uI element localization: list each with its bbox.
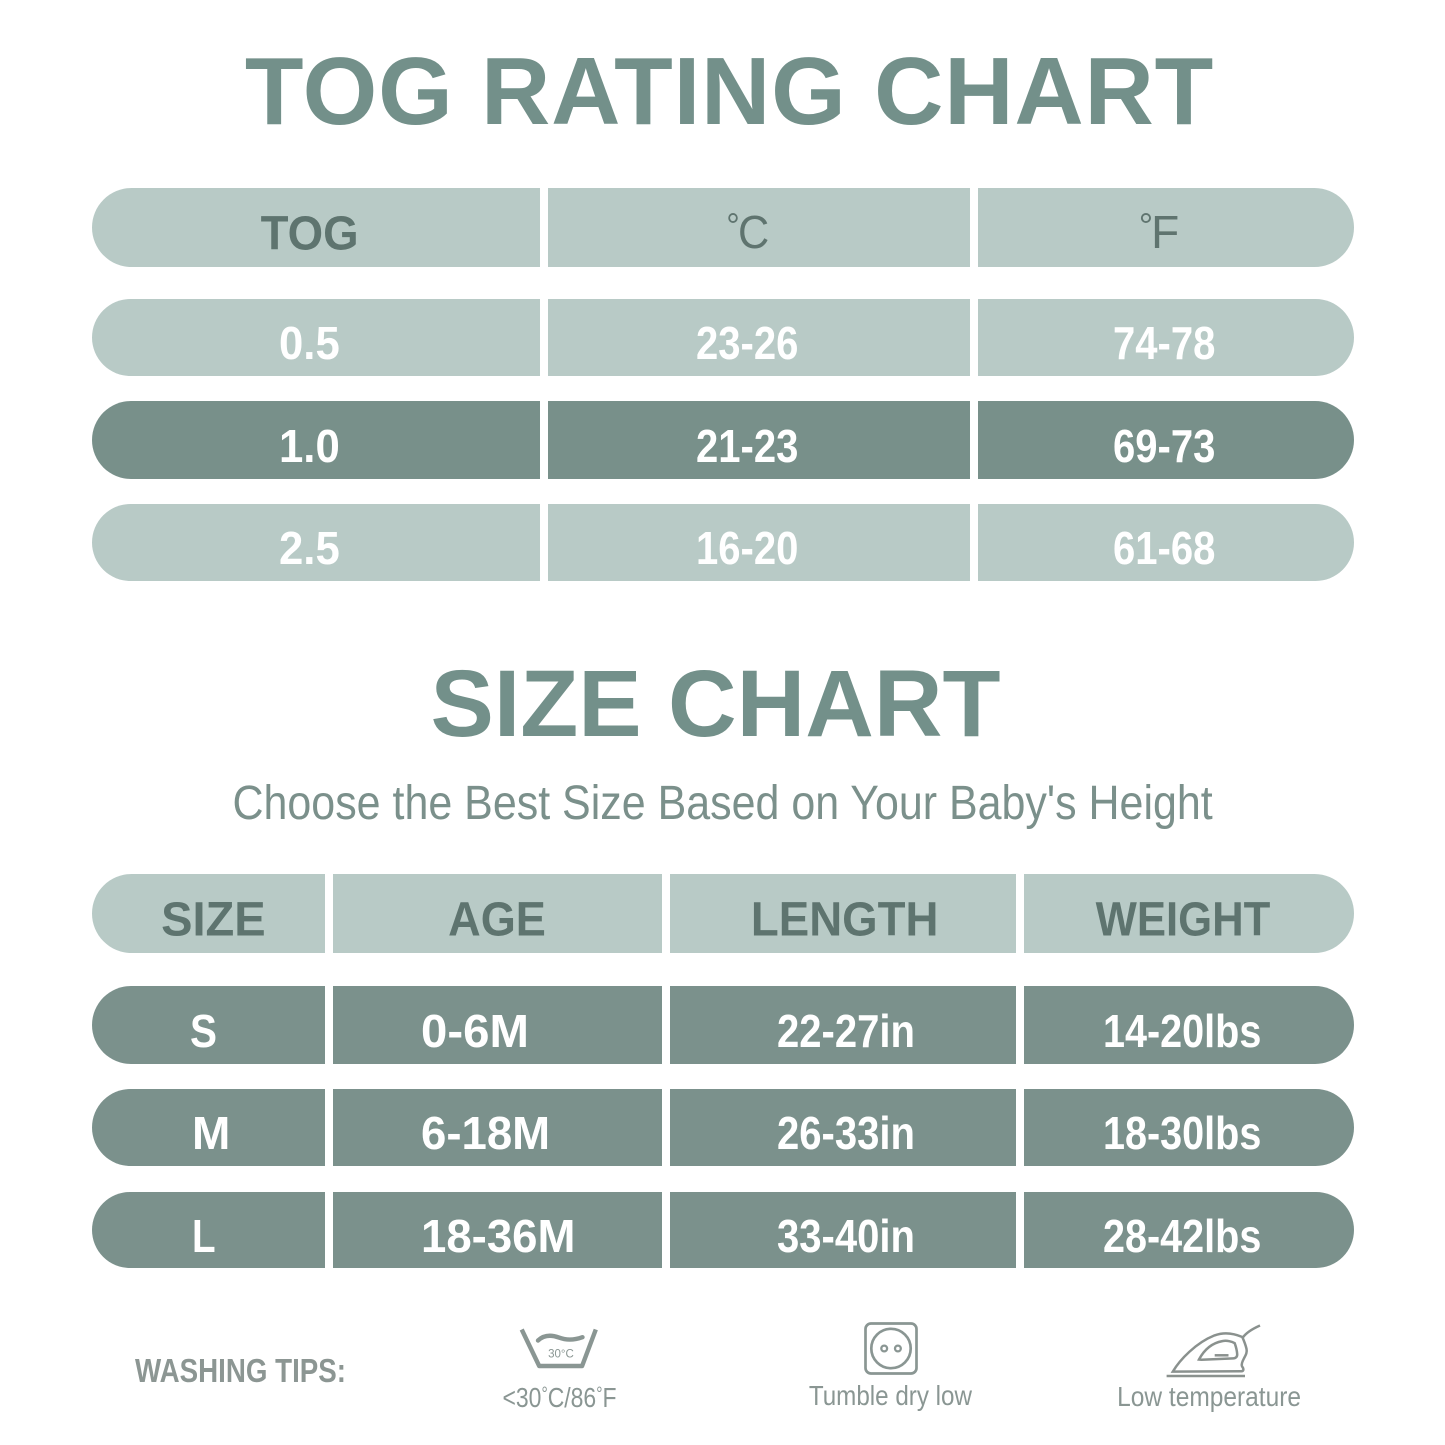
svg-text:30°C: 30°C [548, 1349, 574, 1361]
